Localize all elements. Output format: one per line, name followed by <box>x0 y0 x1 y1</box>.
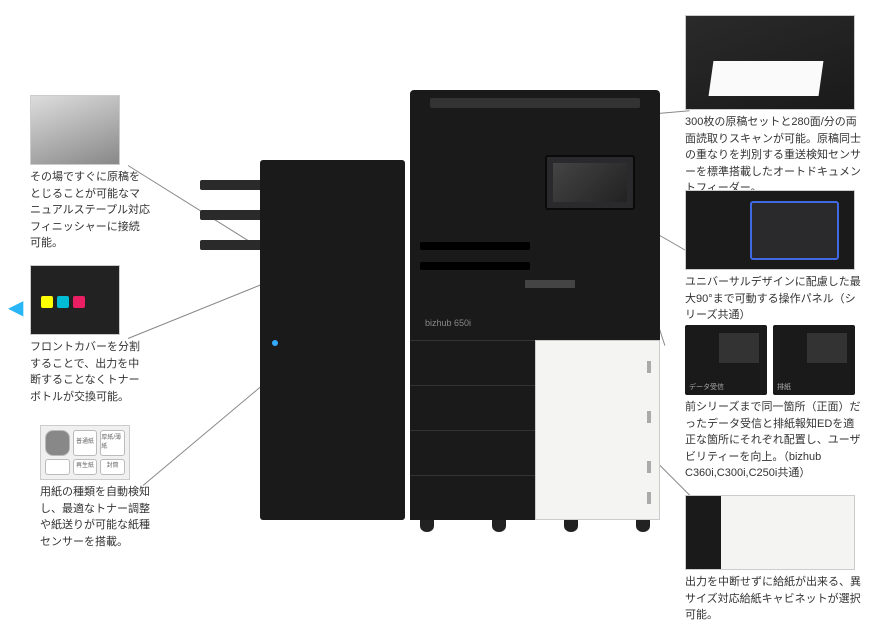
adf-unit <box>410 90 660 145</box>
finisher-unit <box>260 160 405 520</box>
text-toner: フロントカバーを分割することで、出力を中断することなくトナーボトルが交換可能。 <box>30 339 150 405</box>
paper-type-icon: 封筒 <box>100 459 125 476</box>
casters <box>420 520 650 532</box>
paper-type-icon: 再生紙 <box>73 459 98 476</box>
arrow-icon: ◀ <box>8 293 23 323</box>
printer-mid-section: bizhub 650i <box>410 230 660 340</box>
text-staple: その場ですぐに原稿をとじることが可能なマニュアルステープル対応フィニッシャーに接… <box>30 169 150 252</box>
thumb-paper-icons: 普通紙 厚紙/薄紙 再生紙 封筒 <box>40 425 130 480</box>
printer-main-body: bizhub 650i <box>410 90 660 520</box>
paper-type-icon <box>45 430 70 456</box>
thumb-panel <box>685 190 855 270</box>
paper-type-icon: 普通紙 <box>73 430 98 456</box>
callout-data: データ受信 排紙 前シリーズまで同一箇所（正面）だったデータ受信と排紙報知EDを… <box>685 325 865 482</box>
thumb-staple <box>30 95 120 165</box>
printer-lower-section <box>410 340 660 520</box>
callout-sensor: 普通紙 厚紙/薄紙 再生紙 封筒 用紙の種類を自動検知し、最適なトナー調整や紙送… <box>40 425 155 550</box>
text-adf: 300枚の原稿セットと280面/分の両面読取りスキャンが可能。原稿同士の重なりを… <box>685 114 865 197</box>
text-data: 前シリーズまで同一箇所（正面）だったデータ受信と排紙報知EDを適正な箇所にそれぞ… <box>685 399 865 482</box>
brand-logo <box>525 280 575 288</box>
thumb-adf <box>685 15 855 110</box>
callout-adf: 300枚の原稿セットと280面/分の両面読取りスキャンが可能。原稿同士の重なりを… <box>685 15 865 197</box>
paper-type-icon <box>45 459 70 476</box>
model-label: bizhub 650i <box>425 318 471 328</box>
callout-staple: その場ですぐに原稿をとじることが可能なマニュアルステープル対応フィニッシャーに接… <box>30 95 150 252</box>
text-panel: ユニバーサルデザインに配慮した最大90°まで可動する操作パネル（シリーズ共通） <box>685 274 865 324</box>
callout-toner: ◀ フロントカバーを分割することで、出力を中断することなくトナーボトルが交換可能… <box>30 265 150 405</box>
thumb-cabinet <box>685 495 855 570</box>
text-sensor: 用紙の種類を自動検知し、最適なトナー調整や紙送りが可能な紙種センサーを搭載。 <box>40 484 155 550</box>
paper-type-icon: 厚紙/薄紙 <box>100 430 125 456</box>
label-output: 排紙 <box>777 383 791 394</box>
paper-cabinet-door <box>535 340 660 520</box>
touch-screen <box>545 155 635 210</box>
printer-illustration: bizhub 650i <box>260 90 660 540</box>
paper-drawers <box>410 340 535 520</box>
callout-cabinet: 出力を中断せずに給紙が出来る、異サイズ対応給紙キャビネットが選択可能。 <box>685 495 865 624</box>
text-cabinet: 出力を中断せずに給紙が出来る、異サイズ対応給紙キャビネットが選択可能。 <box>685 574 865 624</box>
control-panel-area <box>410 145 660 230</box>
label-data-rx: データ受信 <box>689 383 724 394</box>
callout-panel: ユニバーサルデザインに配慮した最大90°まで可動する操作パネル（シリーズ共通） <box>685 190 865 324</box>
thumb-toner <box>30 265 120 335</box>
thumb-data-led: データ受信 排紙 <box>685 325 855 395</box>
